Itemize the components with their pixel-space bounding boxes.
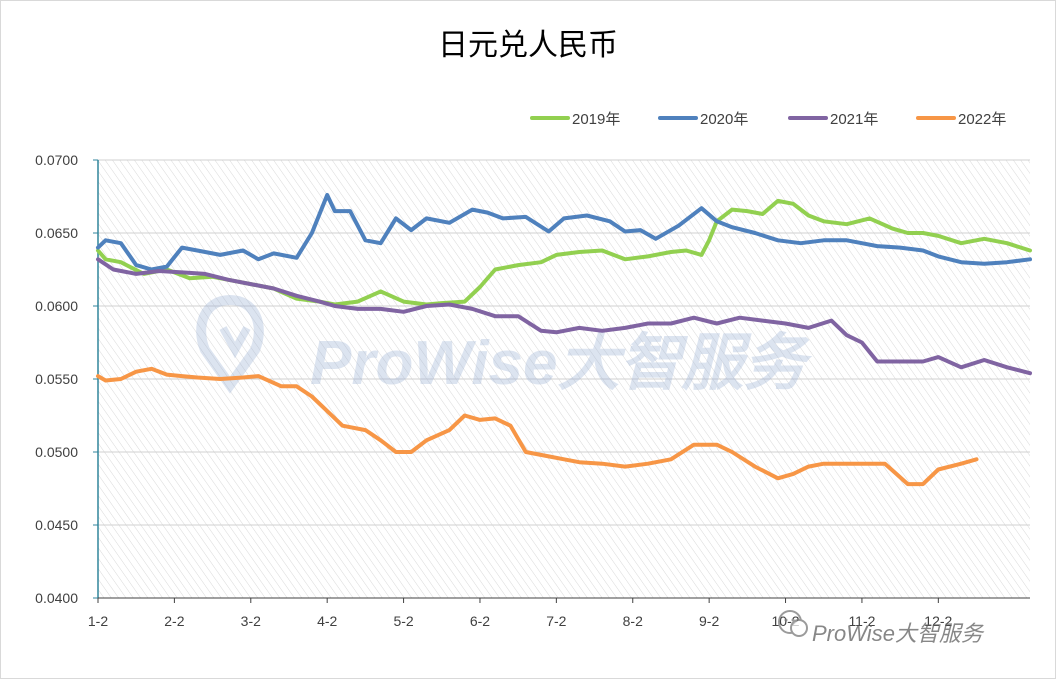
- legend-label: 2019年: [572, 111, 620, 128]
- x-tick-label: 8-2: [623, 613, 643, 629]
- y-tick-label: 0.0650: [35, 225, 78, 241]
- y-tick-label: 0.0550: [35, 371, 78, 387]
- series-line-2022: [96, 366, 979, 487]
- y-tick-label: 0.0600: [35, 298, 78, 314]
- series-lines: [96, 193, 1032, 487]
- legend-label: 2021年: [830, 111, 878, 128]
- prowise-logo-icon: [196, 294, 264, 394]
- y-tick-label: 0.0700: [35, 152, 78, 168]
- watermark-text: ProWise大智服务: [310, 329, 813, 398]
- x-tick-label: 12-2: [924, 613, 952, 629]
- x-tick-label: 3-2: [241, 613, 261, 629]
- x-tick-label: 5-2: [393, 613, 413, 629]
- legend-label: 2022年: [958, 111, 1006, 128]
- x-tick-label: 1-2: [88, 613, 108, 629]
- watermark: ProWise大智服务: [196, 294, 813, 398]
- x-tick-label: 6-2: [470, 613, 490, 629]
- x-tick-label: 9-2: [699, 613, 719, 629]
- x-tick-label: 2-2: [164, 613, 184, 629]
- axes: [97, 160, 1030, 599]
- x-tick-label: 11-2: [848, 613, 875, 629]
- legend-label: 2020年: [700, 111, 748, 128]
- wechat-watermark: ProWise大智服务: [778, 610, 985, 646]
- wechat-icon: [778, 610, 808, 637]
- series-line-2021: [96, 257, 1032, 376]
- y-tick-label: 0.0400: [35, 590, 78, 606]
- x-axis-tick-labels: 1-22-23-24-25-26-27-28-29-210-211-212-2: [88, 598, 953, 629]
- y-tick-label: 0.0450: [35, 517, 78, 533]
- corner-watermark-text: ProWise大智服务: [812, 621, 985, 646]
- y-axis-tick-labels: 0.0400 0.0450 0.0500 0.0550 0.0600 0.0650 0.07…: [35, 152, 78, 606]
- y-tick-label: 0.0500: [35, 444, 78, 460]
- x-tick-label: 7-2: [546, 613, 566, 629]
- x-tick-label: 4-2: [317, 613, 337, 629]
- chart-title: 日元兑人民币: [438, 28, 618, 63]
- legend: 2019年 2020年 2021年 2022年: [530, 111, 1006, 128]
- gridlines: [93, 159, 1030, 599]
- series-line-2020: [96, 193, 1032, 272]
